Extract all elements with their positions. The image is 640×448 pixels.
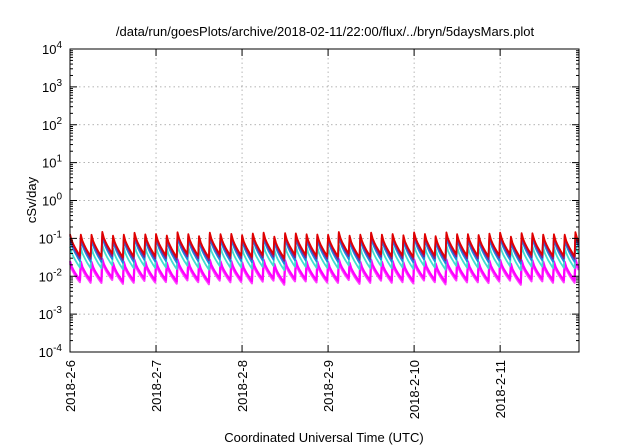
y-tick-label: 10-1 xyxy=(39,229,63,246)
y-tick-label: 103 xyxy=(42,78,62,95)
x-axis: 2018-2-6 2018-2-7 2018-2-8 2018-2-9 2018-2-1… xyxy=(63,49,508,419)
x-axis-title: Coordinated Universal Time (UTC) xyxy=(224,430,423,445)
y-tick-label: 101 xyxy=(42,154,62,171)
series-layer xyxy=(68,231,580,286)
grid xyxy=(70,49,579,352)
y-axis: 10-4 10-3 10-2 10-1 100 101 102 103 104 xyxy=(39,40,579,360)
series-line xyxy=(69,243,580,272)
y-tick-label: 10-2 xyxy=(39,267,63,284)
x-tick-label: 2018-2-6 xyxy=(63,360,78,412)
chart-title: /data/run/goesPlots/archive/2018-02-11/2… xyxy=(116,24,535,39)
x-tick-label: 2018-2-7 xyxy=(149,360,164,412)
x-tick-label: 2018-2-9 xyxy=(321,360,336,412)
series-line xyxy=(69,231,580,260)
y-axis-title: cSv/day xyxy=(24,176,39,223)
y-tick-label: 104 xyxy=(42,40,62,57)
y-tick-label: 10-4 xyxy=(39,343,63,360)
x-tick-label: 2018-2-10 xyxy=(407,360,422,419)
y-tick-label: 10-3 xyxy=(39,305,63,322)
series-line xyxy=(68,257,580,284)
y-tick-label: 100 xyxy=(42,192,62,209)
x-tick-label: 2018-2-11 xyxy=(493,360,508,418)
x-tick-label: 2018-2-8 xyxy=(235,360,250,412)
y-tick-label: 102 xyxy=(42,116,62,133)
